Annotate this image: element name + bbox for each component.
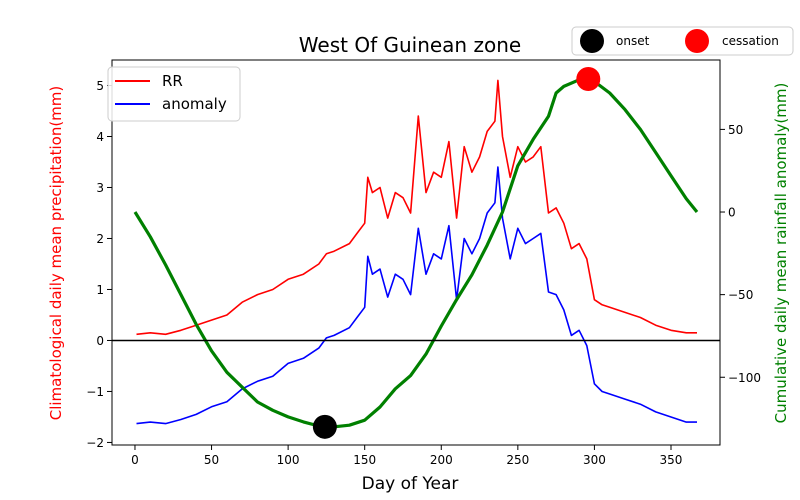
y-axis-label-left: Climatological daily mean precipitation(… [47,86,65,421]
series-line-cumulative [133,77,699,429]
x-tick-label: 300 [583,453,606,467]
legend-label-rr: RR [162,72,183,90]
onset-marker [312,414,337,439]
marker-legend: onset cessation [571,26,794,56]
x-tick-label: 50 [204,453,219,467]
x-axis-label: Day of Year [362,474,459,494]
series-line-anomaly [136,166,697,425]
y-left-tick-label: 2 [96,232,104,246]
y-axis-label-right: Cumulative daily mean rainfall anomaly(m… [772,83,790,424]
legend-marker-cessation [685,29,709,53]
series-line-rr [136,79,697,336]
legend-label-cessation: cessation [722,34,779,48]
y-right-tick-label: −100 [728,371,761,385]
legend-label-onset: onset [616,34,650,48]
axis-ticks: 0 50 100 150 200 250 300 350 −2 −1 0 1 2 3 4 5 −100 −50 0 5… [86,79,761,467]
y-right-tick-label: 50 [728,123,743,137]
y-right-tick-label: −50 [728,288,753,302]
y-left-tick-label: 1 [96,283,104,297]
chart-title: West Of Guinean zone [299,33,521,57]
y-left-tick-label: 4 [96,130,104,144]
marker-legend-box [571,26,794,56]
cessation-marker [576,67,601,92]
y-left-tick-label: 5 [96,79,104,93]
axes-frame [111,59,721,446]
y-left-tick-label: −2 [86,436,104,450]
y-right-tick-label: 0 [728,206,736,220]
y-left-tick-label: −1 [86,385,104,399]
legend-marker-onset [580,29,604,53]
x-tick-label: 0 [131,453,139,467]
y-left-tick-label: 0 [96,334,104,348]
series-legend: RR anomaly [107,66,241,122]
plot-area [112,67,720,439]
x-tick-label: 150 [353,453,376,467]
y-left-tick-label: 3 [96,181,104,195]
x-tick-label: 100 [277,453,300,467]
x-tick-label: 250 [506,453,529,467]
x-tick-label: 200 [430,453,453,467]
x-tick-label: 350 [660,453,683,467]
legend-label-anomaly: anomaly [162,95,227,113]
